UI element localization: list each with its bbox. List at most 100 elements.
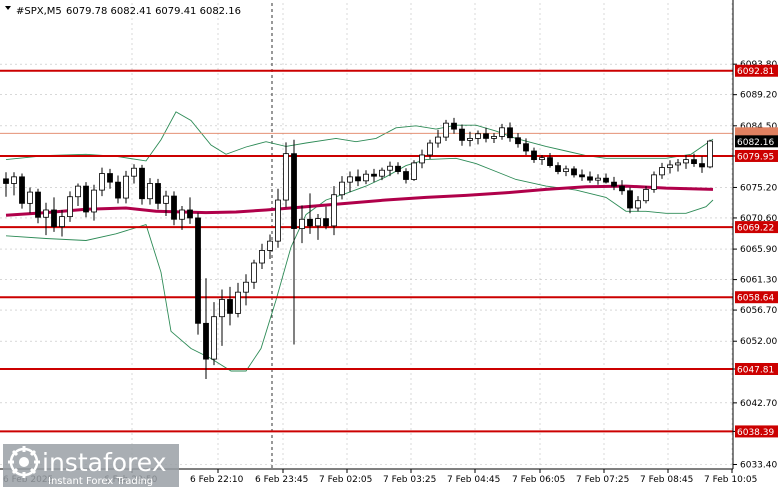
candle-body xyxy=(299,218,305,229)
time-tick-label: 6 Feb 23:45 xyxy=(255,475,308,485)
candle-body xyxy=(155,183,161,204)
candle-body xyxy=(371,173,377,177)
candle-body xyxy=(163,195,169,204)
candle-body xyxy=(99,173,105,191)
candle-body xyxy=(595,177,601,181)
level-price-label: 6047.81 xyxy=(737,365,774,375)
candles xyxy=(3,117,713,379)
candle-body xyxy=(499,127,505,137)
moving-average xyxy=(5,184,714,217)
candle-body xyxy=(451,122,457,130)
candle-body xyxy=(651,174,657,190)
candle-body xyxy=(507,127,513,139)
candle-body xyxy=(131,167,137,177)
level-price-label: 6092.81 xyxy=(737,67,774,77)
candle-body xyxy=(643,189,649,202)
price-axis: 6093.806089.206084.506075.206070.606065.… xyxy=(732,0,777,471)
candle-body xyxy=(563,168,569,172)
candle-body xyxy=(59,216,65,227)
candle-body xyxy=(387,165,393,171)
candle-body xyxy=(627,190,633,209)
candle-body xyxy=(19,176,25,204)
current-price-tag xyxy=(735,135,778,148)
candle-body xyxy=(579,174,585,178)
current-price-label: 6082.16 xyxy=(737,138,774,148)
level-labels: 6092.81 6079.95 6069.22 6058.64 6047.81 6038.… xyxy=(735,64,778,438)
candle-body xyxy=(355,176,361,182)
watermark-tagline: Instant Forex Trading xyxy=(48,476,153,487)
level-price-tag xyxy=(735,221,778,234)
candle-body xyxy=(331,194,337,227)
time-tick-label: 7 Feb 10:05 xyxy=(704,475,757,485)
candle-body xyxy=(475,133,481,139)
candle-body xyxy=(395,165,401,172)
candle-body xyxy=(603,177,609,183)
price-tick-label: 6065.90 xyxy=(740,245,777,255)
candle-body xyxy=(675,162,681,166)
candle-body xyxy=(691,159,697,164)
candle-body xyxy=(443,122,449,138)
candle-body xyxy=(227,299,233,314)
candle-body xyxy=(211,316,217,360)
candle-body xyxy=(187,209,193,219)
candle-body xyxy=(291,153,297,229)
candle-body xyxy=(611,181,617,187)
candle-body xyxy=(3,178,9,184)
time-tick-label: 7 Feb 08:45 xyxy=(640,475,693,485)
candle-body xyxy=(283,153,289,201)
instaforex-watermark: instaforex Instant Forex Trading xyxy=(3,444,179,487)
symbol-label: #SPX,M5 xyxy=(16,6,62,17)
candle-body xyxy=(139,167,145,200)
candle-body xyxy=(107,173,113,183)
time-tick-label: 7 Feb 07:25 xyxy=(576,475,629,485)
candle-body xyxy=(35,191,41,218)
level-price-label: 6038.39 xyxy=(737,428,774,438)
level-price-tag xyxy=(735,291,778,304)
candle-body xyxy=(75,185,81,198)
candle-body xyxy=(219,299,225,318)
candle-body xyxy=(259,250,265,264)
price-tick-label: 6042.70 xyxy=(740,399,777,409)
candle-body xyxy=(147,183,153,200)
price-tick-label: 6061.30 xyxy=(740,276,777,286)
candle-body xyxy=(427,142,433,156)
candle-body xyxy=(523,143,529,152)
candle-body xyxy=(707,140,713,168)
candle-body xyxy=(547,157,553,166)
plot-background xyxy=(0,0,733,468)
candle-body xyxy=(91,189,97,213)
candle-body xyxy=(275,199,281,242)
chart-header: #SPX,M5 6079.78 6082.41 6079.41 6082.16 xyxy=(5,6,241,17)
candle-body xyxy=(555,165,561,172)
support-resistance-levels xyxy=(0,69,733,433)
watermark-brand: instaforex xyxy=(42,448,167,477)
time-tick-label: 7 Feb 04:45 xyxy=(447,475,500,485)
candle-body xyxy=(195,217,201,324)
price-tick-label: 6089.20 xyxy=(740,91,777,101)
instaforex-logo-icon xyxy=(8,446,40,478)
candle-body xyxy=(483,133,489,139)
candle-body xyxy=(179,209,185,220)
candle-body xyxy=(619,185,625,192)
candle-body xyxy=(683,159,689,164)
candle-body xyxy=(83,185,89,213)
time-tick-label: 7 Feb 06:05 xyxy=(512,475,565,485)
candle-body xyxy=(635,200,641,209)
candle-body xyxy=(51,209,57,227)
candle-body xyxy=(235,291,241,314)
dropdown-arrow-icon[interactable] xyxy=(5,6,11,10)
candle-body xyxy=(115,181,121,199)
candle-body xyxy=(491,136,497,139)
level-price-tag xyxy=(735,362,778,375)
time-tick-label: 7 Feb 02:05 xyxy=(319,475,372,485)
level-price-tag xyxy=(735,149,778,162)
level-price-label: 6069.22 xyxy=(737,224,774,234)
bollinger-bands xyxy=(5,111,714,372)
candle-body xyxy=(659,167,665,176)
price-tick-label: 6056.70 xyxy=(740,306,777,316)
candle-body xyxy=(587,176,593,181)
ohlc-readout: 6079.78 6082.41 6079.41 6082.16 xyxy=(66,6,241,17)
candle-body xyxy=(363,173,369,182)
bollinger-lower-line xyxy=(5,157,714,372)
